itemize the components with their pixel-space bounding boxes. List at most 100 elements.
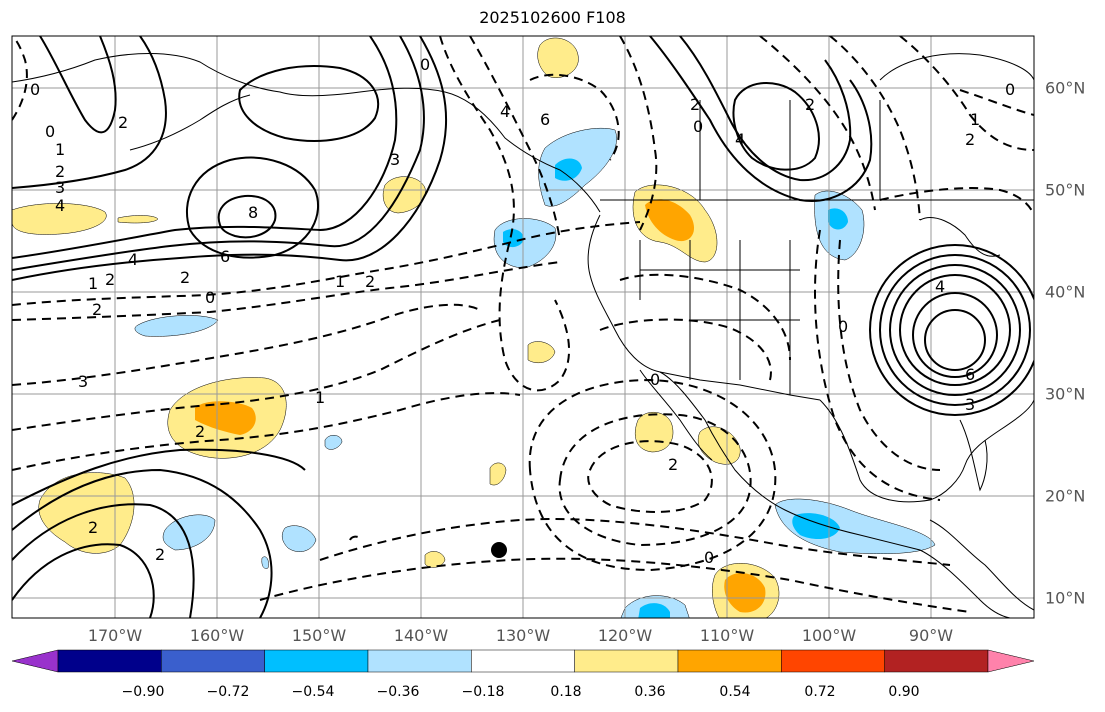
contour-line (649, 36, 873, 202)
positive-anomaly-patch (635, 412, 674, 453)
strong-negative-anomaly-patch (828, 208, 848, 230)
contour-label: 2 (118, 113, 128, 132)
colorbar-tick-label: −0.36 (376, 684, 420, 700)
contour-label: 3 (78, 372, 88, 391)
low-pressure-ring (912, 292, 998, 378)
dashed-contour-line (528, 378, 777, 572)
positive-anomaly-patch (537, 37, 579, 78)
lon-label: 150°W (291, 626, 347, 645)
colorbar-segment (471, 649, 575, 673)
negative-anomaly-patch (324, 435, 343, 450)
strong-negative-anomaly-patch (792, 513, 840, 540)
dashed-contour-line (879, 187, 1034, 216)
colorbar-tick-label: −0.18 (461, 684, 505, 700)
colorbar-segment (574, 649, 679, 673)
contour-label: 0 (205, 288, 215, 307)
central-america-coast (929, 519, 1034, 611)
negative-anomaly-patch (281, 525, 317, 552)
lon-label: 100°W (801, 626, 857, 645)
contour-label: 0 (693, 117, 703, 136)
colorbar-tick-label: −0.72 (206, 684, 250, 700)
dashed-contour-line (599, 318, 772, 381)
contours-positive (12, 36, 1034, 618)
contour-line (12, 468, 273, 618)
colorbar-segment (677, 649, 782, 673)
contour-label: 2 (180, 268, 190, 287)
dashed-contour-line (319, 518, 951, 566)
contour-label: 0 (1005, 80, 1015, 99)
lat-label: 10°N (1045, 588, 1086, 608)
colorbar-extend-high (987, 649, 1035, 673)
gulf-of-mexico-coast (819, 399, 1034, 503)
map-frame (11, 35, 1035, 619)
contour-line (679, 36, 852, 182)
contour-line (12, 36, 167, 189)
dashed-contour-line (12, 261, 561, 321)
contour-label: 0 (704, 548, 714, 567)
contour-line (12, 36, 398, 259)
colorbar-segment (781, 649, 885, 673)
colorbar-segment (884, 649, 989, 673)
colorbar-tick-label: 0.18 (550, 684, 582, 700)
colorbar-tick-label: 0.72 (804, 684, 836, 700)
contour-label: 6 (965, 365, 975, 384)
contour-label: 3 (390, 150, 400, 169)
colorbar-tick-label: 0.90 (888, 684, 920, 700)
dashed-contour-line (349, 535, 363, 541)
dashed-contour-line (619, 273, 791, 361)
colorbar-extend-low (11, 649, 59, 673)
negative-anomaly-patch (261, 556, 269, 569)
lon-label: 160°W (189, 626, 245, 645)
north-america-west-coast (587, 214, 1011, 618)
dashed-contour-line (12, 221, 641, 306)
dashed-contour-line (814, 229, 941, 501)
low-pressure-ring (924, 309, 986, 371)
contour-label: 2 (155, 545, 165, 564)
dashed-contour-line (619, 36, 658, 231)
colorbar-tick-label: 0.36 (634, 684, 666, 700)
dashed-contour-line (12, 36, 28, 121)
lat-label: 20°N (1045, 486, 1086, 506)
contour-label: 2 (88, 518, 98, 537)
positive-anomaly-patch (117, 215, 159, 224)
negative-anomaly-patch (162, 514, 216, 551)
contour-line (238, 65, 380, 142)
colorbar-segment (264, 649, 369, 673)
dashed-contour-line (259, 557, 971, 613)
colorbar-tick-label: −0.90 (121, 684, 165, 700)
contour-label: 0 (838, 317, 848, 336)
negative-anomaly-patch (774, 498, 936, 554)
contour-label: 2 (92, 300, 102, 319)
contour-line (12, 543, 155, 618)
dashed-contour-line (587, 440, 713, 513)
contour-label: 1 (315, 388, 325, 407)
low-pressure-ring (879, 254, 1031, 406)
lon-label: 170°W (87, 626, 143, 645)
contour-label: 8 (248, 203, 258, 222)
contour-label: 3 (965, 395, 975, 414)
lat-label: 40°N (1045, 282, 1086, 302)
dashed-contour-line (759, 36, 876, 211)
lat-label: 50°N (1045, 180, 1086, 200)
strong-negative-anomaly-patch (555, 158, 582, 181)
dashed-contour-line (837, 239, 941, 471)
colorbar-segment (367, 649, 472, 673)
contour-label: 0 (420, 55, 430, 74)
dashed-contour-line (12, 303, 481, 386)
station-marker (491, 542, 507, 558)
contour-label: 2 (668, 455, 678, 474)
strong-positive-anomaly-patch (645, 199, 695, 242)
dashed-contour-line (829, 36, 921, 221)
colorbar (11, 649, 1035, 673)
contour-label: 2 (105, 270, 115, 289)
contour-labels: 0 0 1 2 2 3 4 8 6 4 2 1 2 0 2 3 2 1 3 1 … (30, 55, 1015, 567)
contour-label: 0 (650, 370, 660, 389)
low-pressure-ring (899, 274, 1011, 386)
contour-line (12, 448, 306, 506)
contour-label: 4 (500, 102, 510, 121)
contour-label: 0 (30, 80, 40, 99)
contour-label: 2 (690, 95, 700, 114)
great-lakes-region (919, 217, 1001, 257)
dashed-contour-line (959, 89, 1034, 116)
coastlines (12, 53, 1034, 618)
